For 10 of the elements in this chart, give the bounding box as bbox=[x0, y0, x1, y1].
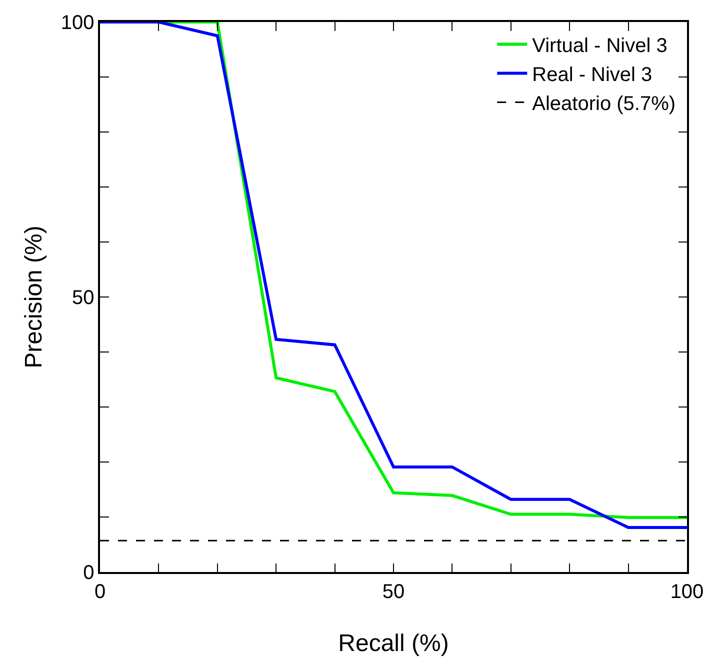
legend-label: Real - Nivel 3 bbox=[532, 64, 652, 86]
legend-label: Aleatorio (5.7%) bbox=[532, 93, 676, 116]
x-axis-title: Recall (%) bbox=[338, 630, 449, 657]
y-tick-label: 0 bbox=[83, 562, 94, 584]
legend-label: Virtual - Nivel 3 bbox=[532, 35, 668, 58]
x-tick-label: 50 bbox=[382, 580, 405, 603]
y-tick-label: 50 bbox=[72, 287, 94, 309]
y-tick-label: 100 bbox=[60, 12, 94, 34]
x-tick-label: 100 bbox=[670, 580, 704, 603]
y-axis-title: Precision (%) bbox=[20, 226, 48, 368]
